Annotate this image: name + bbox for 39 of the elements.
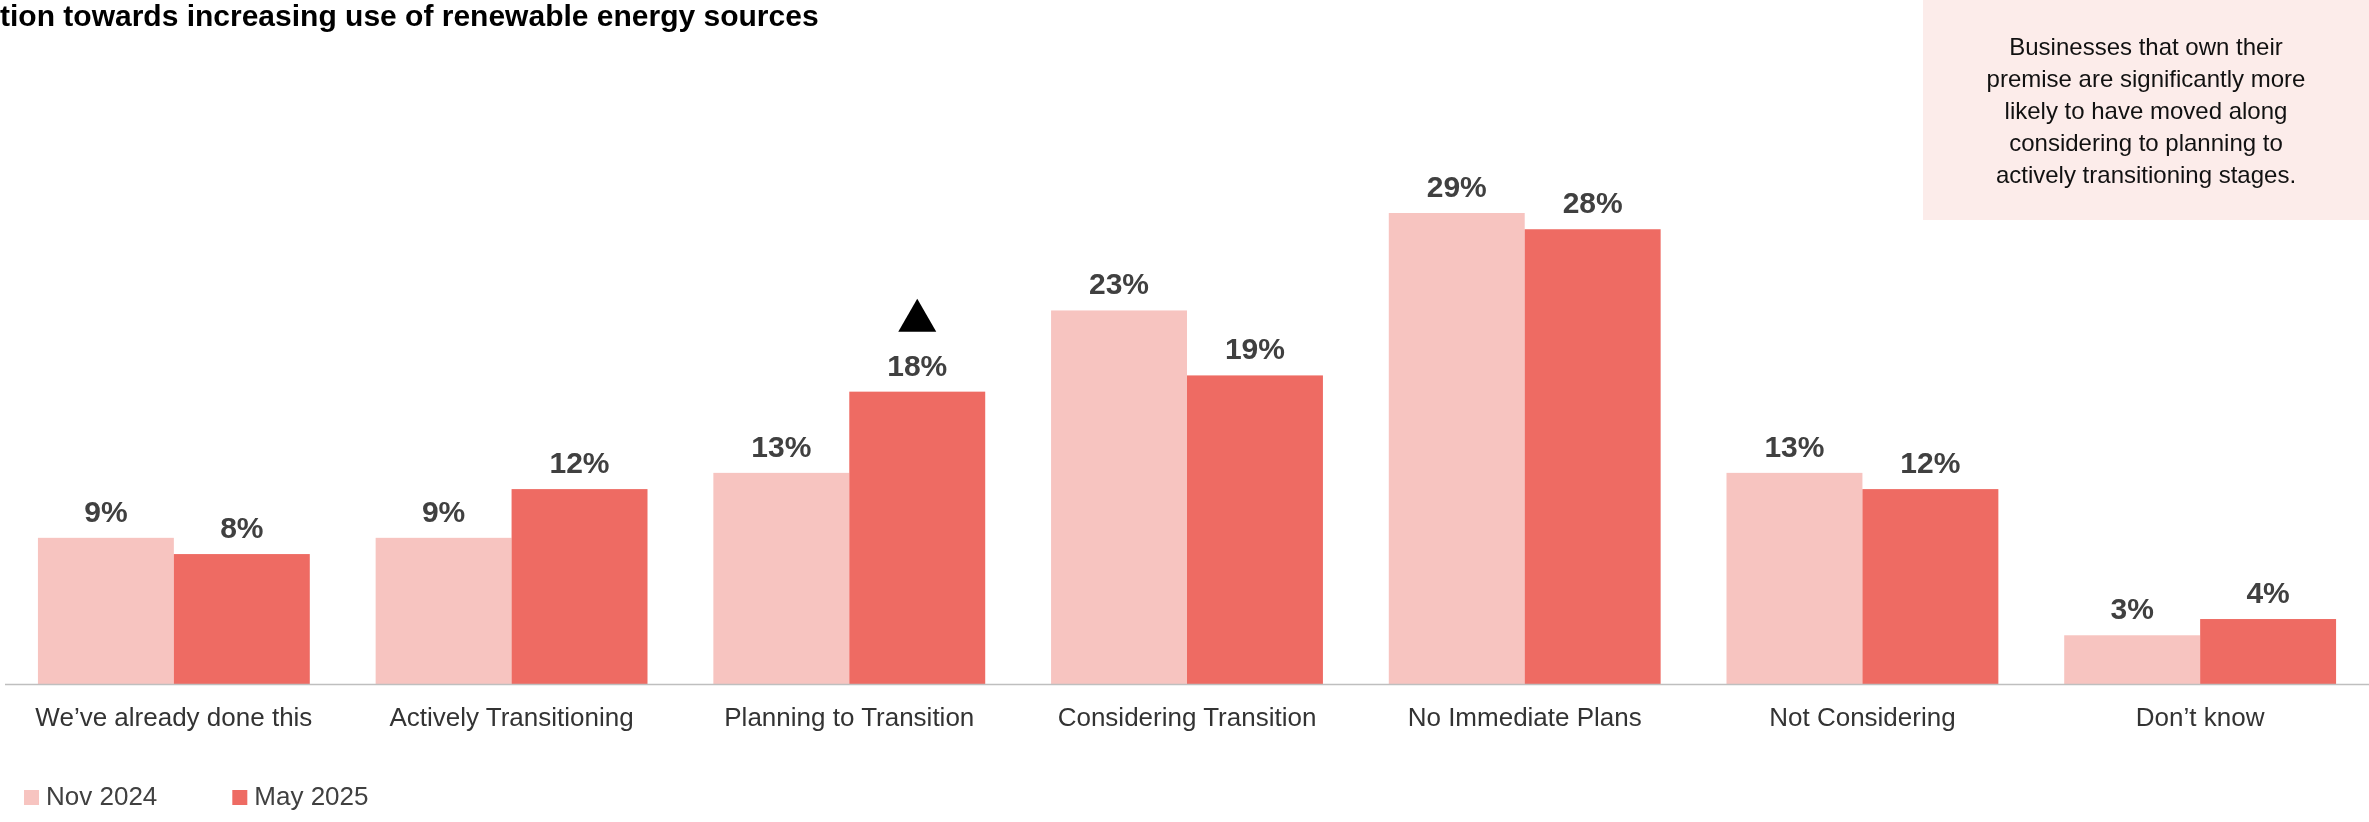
data-label: 18% [887,348,948,382]
data-label: 4% [2246,576,2290,610]
legend-label: Nov 2024 [46,781,158,811]
bar [1187,375,1323,684]
bar [849,391,986,684]
data-label: 9% [421,494,466,528]
bar [173,554,310,684]
data-label: 12% [549,446,610,480]
bar [2200,619,2337,684]
note-box: Businesses that own their premise are significantly more likely to have moved along considering to planning to actively transitioning stages. [1923,0,2369,220]
x-tick-label: Planning to Transition [724,702,975,732]
bar [1051,310,1187,684]
data-label: 23% [1089,267,1150,301]
data-label: 3% [2110,592,2154,626]
data-label: 9% [84,494,128,528]
chart-title: tion towards increasing use of renewable energy sources [0,0,819,32]
legend-label: May 2025 [254,781,369,811]
x-tick-label: Actively Transitioning [389,702,634,732]
data-label: 29% [1426,170,1487,203]
data-label: 13% [751,429,812,463]
data-label: 12% [1900,446,1961,480]
bar [1388,213,1525,684]
bar [375,537,512,684]
data-label: 28% [1562,186,1623,220]
bar [511,489,648,684]
bar [2064,635,2201,684]
data-label: 8% [220,511,264,545]
x-tick-label: Don’t know [2135,702,2265,732]
bar [37,537,174,684]
x-tick-label: We’ve already done this [35,702,313,732]
data-label: 13% [1764,429,1825,463]
bar [1862,489,1999,684]
bar [1726,472,1863,684]
data-label: 19% [1224,332,1285,366]
x-tick-label: No Immediate Plans [1407,702,1642,732]
bar [1524,229,1661,684]
bar [713,472,850,684]
x-tick-label: Not Considering [1769,702,1956,732]
x-tick-label: Considering Transition [1057,702,1317,732]
